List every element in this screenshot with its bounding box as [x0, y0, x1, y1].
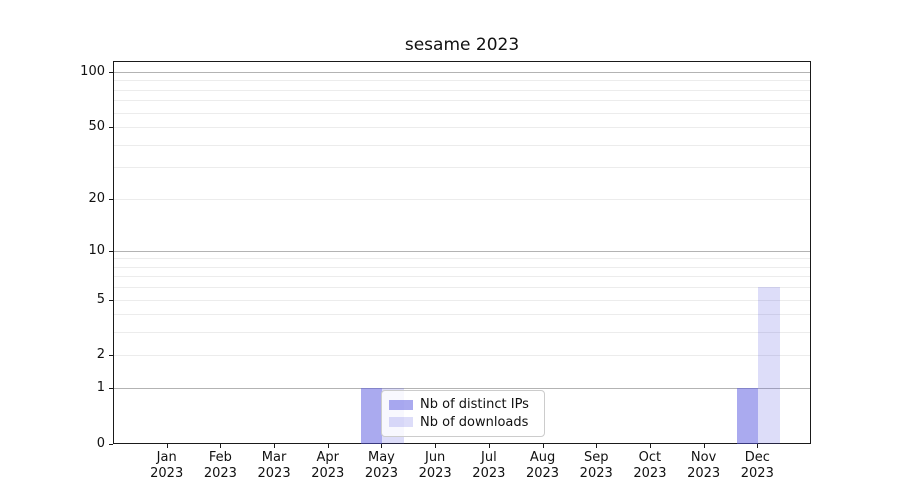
x-tick-label-year: 2023: [472, 466, 506, 481]
legend-label-distinct-ips: Nb of distinct IPs: [420, 397, 529, 413]
x-tick-label-year: 2023: [257, 466, 291, 481]
gridline-minor: [114, 332, 810, 334]
bar-distinct-ips-dec-2023: [736, 388, 759, 444]
x-tick: [435, 444, 437, 448]
x-tick-label-month: Dec: [744, 450, 770, 465]
y-tick: [109, 299, 113, 301]
x-tick-label-month: May: [368, 450, 395, 465]
legend-item-downloads: Nb of downloads: [389, 414, 536, 430]
x-tick-label-month: Nov: [690, 450, 717, 465]
x-tick-label-month: Jun: [424, 450, 446, 465]
y-tick-label: 1: [96, 380, 105, 396]
x-tick-label: Jan 2023: [137, 450, 197, 482]
gridline-minor: [114, 89, 810, 91]
x-tick-label-month: Oct: [638, 450, 662, 465]
x-tick-label-month: Sep: [583, 450, 609, 465]
x-tick-label: Aug 2023: [513, 450, 573, 482]
x-tick: [542, 444, 544, 448]
y-tick: [109, 388, 113, 390]
gridline-minor: [114, 112, 810, 114]
gridline-major: [114, 72, 810, 73]
x-tick: [274, 444, 276, 448]
gridline-minor: [114, 144, 810, 146]
gridline-minor: [114, 355, 810, 357]
legend-item-distinct-ips: Nb of distinct IPs: [389, 397, 536, 413]
gridline-minor: [114, 198, 810, 200]
y-tick: [109, 355, 113, 357]
y-tick-label: 50: [88, 119, 105, 135]
gridline-major: [114, 250, 810, 252]
y-tick-label: 20: [88, 190, 105, 206]
y-tick-label: 0: [96, 436, 105, 451]
x-tick-label: May 2023: [351, 450, 411, 482]
bar-distinct-ips-may-2023: [360, 388, 383, 444]
x-tick-label-year: 2023: [418, 466, 452, 481]
legend: Nb of distinct IPs Nb of downloads: [381, 390, 545, 437]
x-tick-label-year: 2023: [633, 466, 667, 481]
x-tick: [596, 444, 598, 448]
gridline-minor: [114, 258, 810, 260]
gridline-minor: [114, 127, 810, 129]
gridline-minor: [114, 266, 810, 268]
x-tick-label-month: Aug: [529, 450, 556, 465]
x-tick-label-year: 2023: [150, 466, 184, 481]
x-tick-label-year: 2023: [740, 466, 774, 481]
legend-swatch-distinct-ips: [389, 399, 413, 410]
x-tick-label: Jun 2023: [405, 450, 465, 482]
x-tick-label: Jul 2023: [459, 450, 519, 482]
legend-swatch-downloads: [389, 417, 413, 428]
x-tick: [703, 444, 705, 448]
x-tick-label-year: 2023: [203, 466, 237, 481]
legend-label-downloads: Nb of downloads: [420, 414, 529, 430]
gridline-minor: [114, 299, 810, 301]
x-tick-label: Oct 2023: [620, 450, 680, 482]
x-tick-label: Feb 2023: [190, 450, 250, 482]
x-tick-label: Dec 2023: [727, 450, 787, 482]
chart-title: sesame 2023: [404, 35, 520, 55]
x-tick-label: Apr 2023: [298, 450, 358, 482]
x-tick: [220, 444, 222, 448]
gridline-minor: [114, 287, 810, 289]
y-tick-label: 2: [96, 347, 105, 363]
x-tick: [381, 444, 383, 448]
x-tick-label-year: 2023: [525, 466, 560, 481]
gridline-minor: [114, 100, 810, 102]
y-tick: [109, 444, 113, 445]
x-tick-label-year: 2023: [579, 466, 613, 481]
y-tick: [109, 198, 113, 200]
x-tick-label: Nov 2023: [674, 450, 734, 482]
x-tick-label: Sep 2023: [566, 450, 626, 482]
gridline-minor: [114, 167, 810, 169]
x-tick-label-year: 2023: [311, 466, 345, 481]
y-tick-label: 10: [88, 242, 105, 258]
gridline-major: [114, 388, 810, 390]
x-tick: [649, 444, 651, 448]
x-tick: [327, 444, 329, 448]
x-tick-label-year: 2023: [364, 466, 398, 481]
x-tick: [757, 444, 759, 448]
x-tick-label: Mar 2023: [244, 450, 304, 482]
y-tick: [109, 72, 113, 73]
gridline-minor: [114, 276, 810, 278]
x-tick-label-year: 2023: [687, 466, 721, 481]
x-tick-label-month: Jan: [156, 450, 177, 465]
plot-area: [113, 61, 811, 444]
y-tick-label: 100: [80, 64, 105, 79]
x-tick-label-month: Feb: [208, 450, 232, 465]
x-tick-label-month: Mar: [261, 450, 287, 465]
y-tick: [109, 127, 113, 129]
x-tick-label-month: Jul: [481, 450, 497, 465]
x-tick: [488, 444, 490, 448]
y-tick-label: 5: [96, 291, 105, 307]
bar-downloads-dec-2023: [758, 287, 780, 444]
gridline-minor: [114, 80, 810, 82]
x-tick-label-month: Apr: [316, 450, 340, 465]
gridline-minor: [114, 314, 810, 316]
x-tick: [166, 444, 168, 448]
y-tick: [109, 250, 113, 252]
